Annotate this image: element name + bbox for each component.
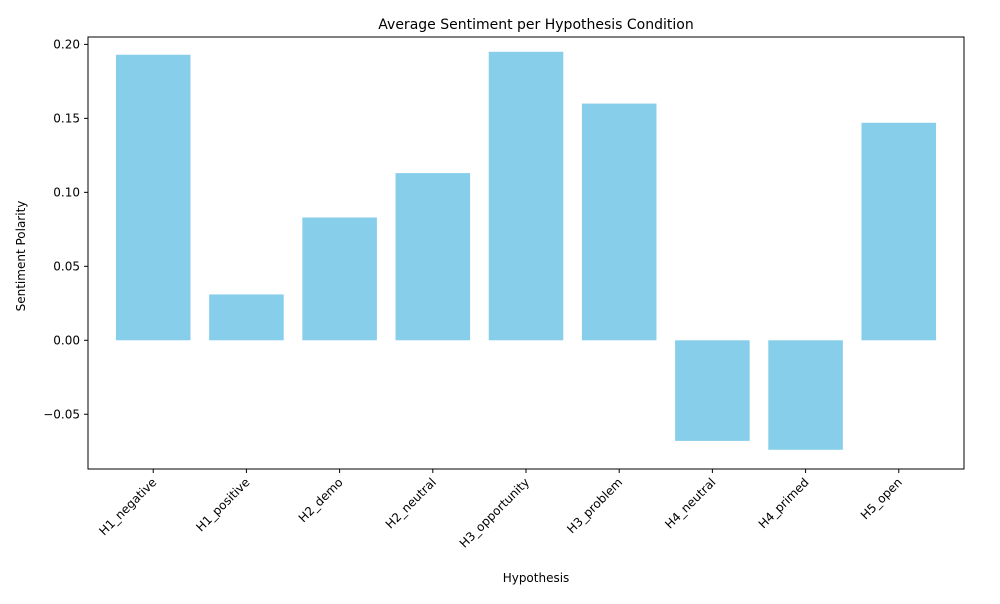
bar-H1_negative <box>115 54 191 341</box>
bar-H4_primed <box>768 340 843 450</box>
y-tick-label: 0.15 <box>53 111 80 125</box>
y-tick-label: −0.05 <box>43 407 80 421</box>
bar-H3_problem <box>581 103 657 341</box>
bars-layer <box>115 51 937 450</box>
bar-H1_positive <box>209 294 284 341</box>
x-tick-label: H2_demo <box>296 475 346 525</box>
x-tick-label: H2_neutral <box>383 475 439 531</box>
x-tick-label: H5_open <box>858 475 905 522</box>
x-tick-label: H4_neutral <box>662 475 718 531</box>
y-tick-label: 0.00 <box>53 333 80 347</box>
x-axis-label: Hypothesis <box>503 571 570 585</box>
y-tick-label: 0.10 <box>53 185 80 199</box>
x-tick-label: H4_primed <box>756 475 812 531</box>
bar-H5_open <box>861 122 937 341</box>
bar-H3_opportunity <box>488 51 564 341</box>
x-tick-label: H3_opportunity <box>457 475 532 550</box>
x-tick-label: H3_problem <box>564 475 625 536</box>
y-axis-ticks: −0.05 0.00 0.05 0.10 0.15 0.20 <box>43 37 88 421</box>
y-tick-label: 0.05 <box>53 259 80 273</box>
bar-H2_demo <box>302 217 377 341</box>
chart-title: Average Sentiment per Hypothesis Conditi… <box>378 17 693 33</box>
bar-H4_neutral <box>675 340 750 441</box>
x-tick-label: H1_negative <box>96 475 159 538</box>
x-tick-label: H1_positive <box>193 475 252 534</box>
x-axis-ticks: H1_negative H1_positive H2_demo H2_neutral H… <box>96 469 905 551</box>
y-axis-label: Sentiment Polarity <box>14 201 28 312</box>
bar-H2_neutral <box>395 173 471 341</box>
y-tick-label: 0.20 <box>53 37 80 51</box>
